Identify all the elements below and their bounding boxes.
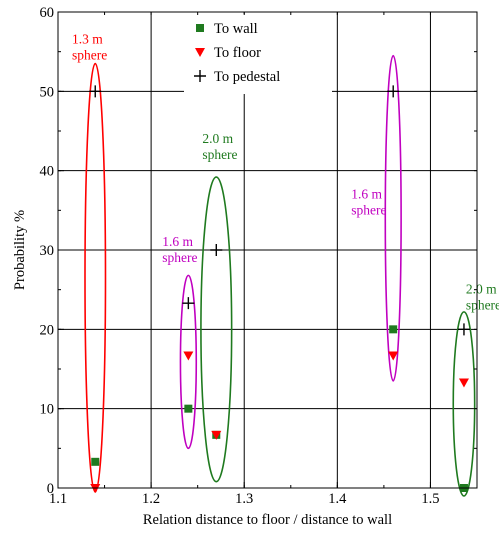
sphere-group-label: sphere [162, 250, 197, 265]
y-tick-label: 20 [40, 322, 55, 338]
legend-label: To floor [214, 45, 261, 61]
x-tick-label: 1.4 [328, 491, 347, 507]
sphere-group-ellipse [452, 311, 476, 497]
to-pedestal-point [210, 244, 223, 256]
sphere-group-label: sphere [466, 298, 499, 313]
x-tick-label: 1.5 [421, 491, 439, 507]
to-wall-point [91, 457, 100, 466]
sphere-group-label: sphere [351, 202, 386, 217]
y-tick-label: 60 [40, 5, 55, 21]
sphere-group-ellipse [179, 274, 198, 450]
x-axis-label: Relation distance to floor / distance to… [143, 512, 392, 528]
y-axis-label: Probability % [12, 210, 28, 290]
legend-marker [195, 48, 205, 57]
sphere-group-label: sphere [202, 147, 237, 162]
legend-marker [194, 70, 206, 82]
x-tick-label: 1.3 [235, 491, 253, 507]
to-pedestal-point [182, 297, 195, 310]
legend-background [184, 14, 332, 94]
sphere-group-label: 2.0 m [202, 131, 233, 146]
sphere-group-label: 2.0 m [466, 282, 497, 297]
x-tick-label: 1.2 [142, 491, 160, 507]
legend-label: To pedestal [214, 69, 280, 85]
legend: To wall To floor To pedestal [184, 14, 332, 94]
sphere-group-label: 1.6 m [351, 186, 382, 201]
to-wall-point [184, 404, 193, 413]
ticks-layer: 1.1 1.2 1.3 1.4 1.5 0 10 20 30 40 50 60 [40, 5, 478, 507]
to-pedestal-point [387, 85, 400, 98]
to-floor-point [458, 378, 469, 388]
to-pedestal-point [89, 85, 102, 98]
y-tick-label: 10 [40, 402, 55, 418]
legend-label: To wall [214, 21, 258, 37]
legend-marker [196, 24, 204, 32]
sphere-group-label: sphere [72, 48, 107, 63]
to-floor-point [388, 351, 399, 361]
sphere-group-label: 1.3 m [72, 32, 103, 47]
y-tick-label: 0 [47, 481, 54, 497]
y-tick-label: 50 [40, 84, 55, 100]
sphere-group-label: 1.6 m [162, 234, 193, 249]
to-floor-point [183, 351, 194, 361]
to-floor-point [211, 430, 222, 440]
sphere-group-ellipse [84, 62, 107, 493]
y-tick-label: 30 [40, 243, 55, 259]
to-pedestal-point [457, 323, 470, 336]
to-wall-point [389, 325, 398, 334]
y-tick-label: 40 [40, 164, 55, 180]
points-layer [89, 85, 470, 493]
x-tick-label: 1.1 [49, 491, 67, 507]
sphere-group-ellipse [200, 176, 233, 483]
sphere-group-ellipse [384, 54, 402, 382]
